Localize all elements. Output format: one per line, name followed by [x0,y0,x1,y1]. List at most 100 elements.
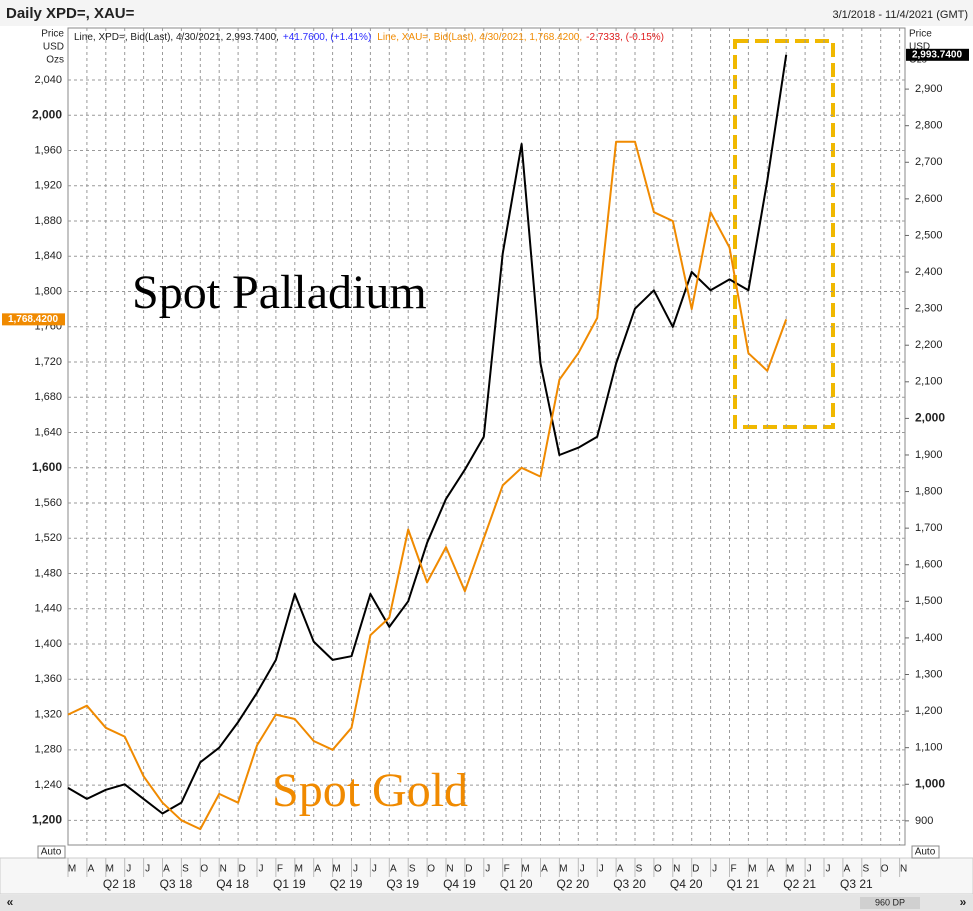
y2-tick-label: 2,000 [915,411,945,425]
y-tick-label: 1,920 [34,180,62,192]
x-tick-label: A [88,864,95,875]
y-tick-label: 1,480 [34,567,62,579]
scroll-thumb[interactable] [860,897,920,909]
y2-tick-label: 2,500 [915,229,943,241]
legend-change: -2.7333, (-0.15%) [586,32,664,43]
y2-tick-label: 1,100 [915,742,943,754]
y-tick-label: 1,240 [34,779,62,791]
legend-entry: Line, XAU=, Bid(Last), 4/30/2021, 1,768.… [377,32,582,43]
y-axis-label: USD [43,42,64,53]
quarter-label: Q4 18 [216,877,249,891]
quarter-label: Q3 20 [613,877,646,891]
y2-axis-label: USD [909,42,930,53]
x-tick-label: A [844,864,851,875]
y2-tick-label: 2,400 [915,266,943,278]
y2-tick-label: 1,900 [915,449,943,461]
x-tick-label: A [768,864,775,875]
x-tick-label: A [390,864,397,875]
y-tick-label: 1,280 [34,744,62,756]
x-tick-label: J [126,864,131,875]
x-tick-label: D [465,864,472,875]
y2-tick-label: 1,700 [915,522,943,534]
plot-frame [67,27,906,846]
x-tick-label: S [862,864,869,875]
y2-tick-label: 1,000 [915,776,945,790]
x-tick-label: J [259,864,264,875]
y2-tick-label: 1,500 [915,595,943,607]
y2-tick-label: 2,600 [915,193,943,205]
x-tick-label: O [427,864,435,875]
y2-tick-label: 1,300 [915,668,943,680]
points-count: 960 DP [875,897,905,907]
x-tick-label: F [504,864,510,875]
x-tick-label: A [163,864,170,875]
scroll-left[interactable]: « [7,895,14,909]
highlight-box [733,39,835,429]
x-tick-label: M [68,864,76,875]
x-tick-label: J [580,864,585,875]
x-tick-label: M [786,864,794,875]
quarter-label: Q2 20 [556,877,589,891]
x-tick-label: M [106,864,114,875]
y2-tick-label: 1,400 [915,632,943,644]
quarter-label: Q3 18 [160,877,193,891]
y2-tick-label: 900 [915,815,933,827]
annotation: Spot Gold [272,764,468,817]
y-tick-label: 2,000 [32,107,62,121]
auto-right-label[interactable]: Auto [915,847,936,858]
quarter-label: Q3 19 [386,877,419,891]
auto-left[interactable] [37,845,66,859]
y-tick-label: 1,880 [34,215,62,227]
y-tick-label: 1,840 [34,250,62,262]
date-range: 3/1/2018 - 11/4/2021 (GMT) [832,9,968,21]
y-tick-label: 2,040 [34,74,62,86]
y-tick-label: 1,680 [34,391,62,403]
auto-right[interactable] [911,845,940,859]
x-tick-label: N [673,864,680,875]
x-tick-label: J [485,864,490,875]
last-value-label: 2,993.7400 [912,49,962,60]
scrollbar[interactable] [0,895,973,911]
y-tick-label: 1,640 [34,426,62,438]
x-tick-label: A [617,864,624,875]
y-tick-label: 1,400 [34,638,62,650]
x-tick-label: O [654,864,662,875]
legend-entry: Line, XPD=, Bid(Last), 4/30/2021, 2,993.… [74,32,279,43]
y2-tick-label: 1,200 [915,705,943,717]
x-tick-label: D [692,864,699,875]
series-line [67,54,788,815]
legend-change: +41.7600, (+1.41%) [283,32,371,43]
y-tick-label: 1,800 [34,285,62,297]
scroll-right[interactable]: » [960,895,967,909]
y2-tick-label: 2,200 [915,339,943,351]
x-tick-label: N [220,864,227,875]
y2-tick-label: 2,700 [915,156,943,168]
x-tick-label: J [353,864,358,875]
x-tick-label: S [182,864,189,875]
x-tick-label: A [541,864,548,875]
quarter-label: Q1 19 [273,877,306,891]
y-tick-label: 1,560 [34,497,62,509]
x-tick-label: J [807,864,812,875]
auto-left-label[interactable]: Auto [41,847,62,858]
x-tick-label: M [295,864,303,875]
x-tick-label: A [314,864,321,875]
legend: Line, XPD=, Bid(Last), 4/30/2021, 2,993.… [74,32,664,43]
x-tick-label: S [409,864,416,875]
x-tick-label: N [900,864,907,875]
y2-tick-label: 2,800 [915,120,943,132]
y-tick-label: 1,360 [34,673,62,685]
series-line [67,140,788,831]
x-tick-label: M [559,864,567,875]
title: Daily XPD=, XAU= [6,5,135,22]
y-axis-label: Ozs [46,55,64,66]
x-tick-label: F [730,864,736,875]
quarter-label: Q1 21 [727,877,760,891]
quarter-label: Q4 20 [670,877,703,891]
y-tick-label: 1,200 [32,812,62,826]
y2-axis-label: Price [909,29,932,40]
y-tick-label: 1,960 [34,144,62,156]
x-tick-label: S [636,864,643,875]
